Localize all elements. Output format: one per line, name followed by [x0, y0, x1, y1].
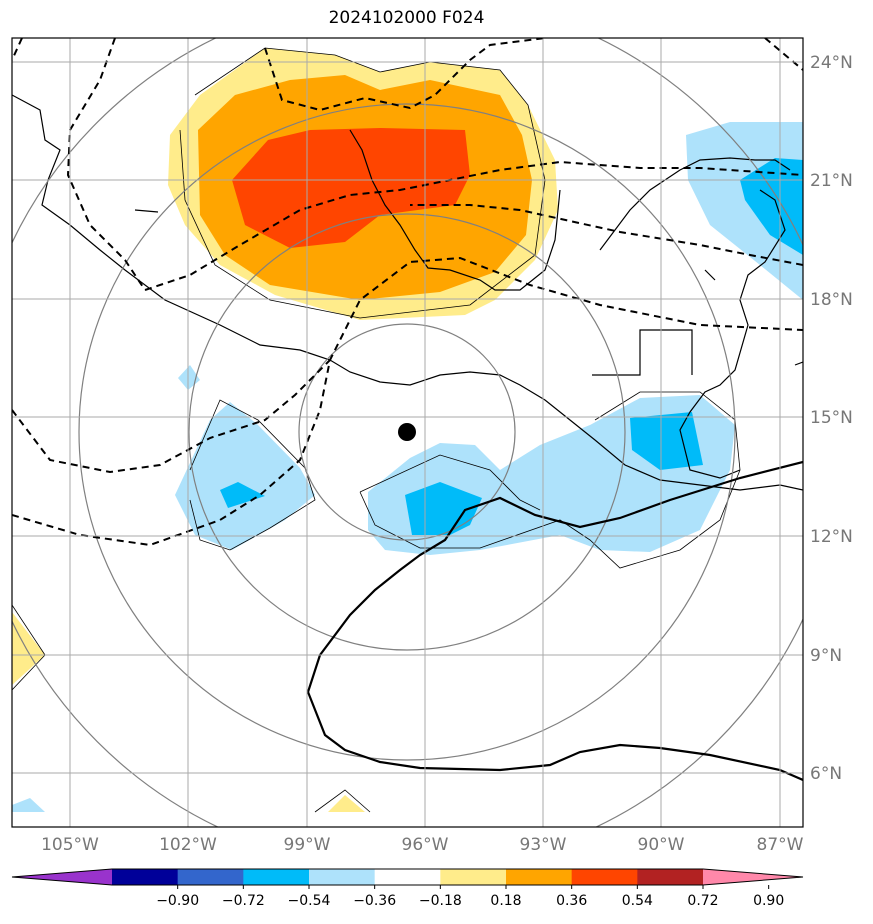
colorbar-extend-min — [12, 869, 112, 885]
colorbar-segment — [309, 869, 376, 885]
lat-label: 18°N — [810, 290, 853, 310]
lon-label: 99°W — [284, 835, 331, 855]
lat-label: 6°N — [810, 764, 842, 784]
colorbar-tick-label: −0.72 — [222, 893, 265, 909]
map-frame — [11, 37, 804, 828]
colorbar-tick-label: 0.54 — [622, 893, 653, 909]
range-rings — [12, 38, 803, 827]
map-title: 2024102000 F024 — [328, 8, 485, 28]
colorbar-tick-label: 0.90 — [753, 893, 784, 909]
colorbar-segment — [112, 869, 179, 885]
lat-label: 24°N — [810, 53, 853, 73]
colorbar-tick-label: 0.36 — [556, 893, 587, 909]
lat-lon-grid — [12, 38, 803, 827]
colorbar-segment — [637, 869, 704, 885]
colorbar: −0.90 −0.72 −0.54 −0.36 −0.18 0.18 0.36 0.54 0.7… — [11, 868, 804, 909]
lat-label: 12°N — [810, 527, 853, 547]
colorbar-segment — [243, 869, 310, 885]
storm-center-marker — [398, 423, 416, 441]
lat-label: 9°N — [810, 646, 842, 666]
lon-label: 87°W — [757, 835, 804, 855]
lon-label: 90°W — [638, 835, 685, 855]
lat-axis: 24°N 21°N 18°N 15°N 12°N 9°N 6°N — [810, 53, 853, 784]
colorbar-segment — [177, 869, 244, 885]
lon-label: 96°W — [402, 835, 449, 855]
coastlines — [12, 94, 803, 491]
lon-label: 93°W — [520, 835, 567, 855]
colorbar-tick-label: −0.54 — [288, 893, 331, 909]
colorbar-tick-label: −0.18 — [419, 893, 462, 909]
colorbar-segment — [440, 869, 507, 885]
colorbar-tick-label: 0.18 — [490, 893, 521, 909]
colorbar-outline — [11, 868, 804, 886]
colorbar-extend-max — [703, 869, 803, 885]
colorbar-segment — [374, 869, 441, 885]
colorbar-tick-label: −0.36 — [353, 893, 396, 909]
negative-anomaly-region — [12, 122, 803, 812]
lon-label: 102°W — [159, 835, 217, 855]
colorbar-tick-label: −0.90 — [156, 893, 199, 909]
colorbar-segment — [506, 869, 573, 885]
colorbar-tick-label: 0.72 — [687, 893, 718, 909]
lat-label: 21°N — [810, 171, 853, 191]
lat-label: 15°N — [810, 408, 853, 428]
lon-label: 105°W — [41, 835, 99, 855]
lon-axis: 105°W 102°W 99°W 96°W 93°W 90°W 87°W — [41, 835, 804, 855]
map-area — [12, 38, 803, 827]
colorbar-segment — [571, 869, 638, 885]
positive-anomaly-region — [12, 48, 558, 812]
